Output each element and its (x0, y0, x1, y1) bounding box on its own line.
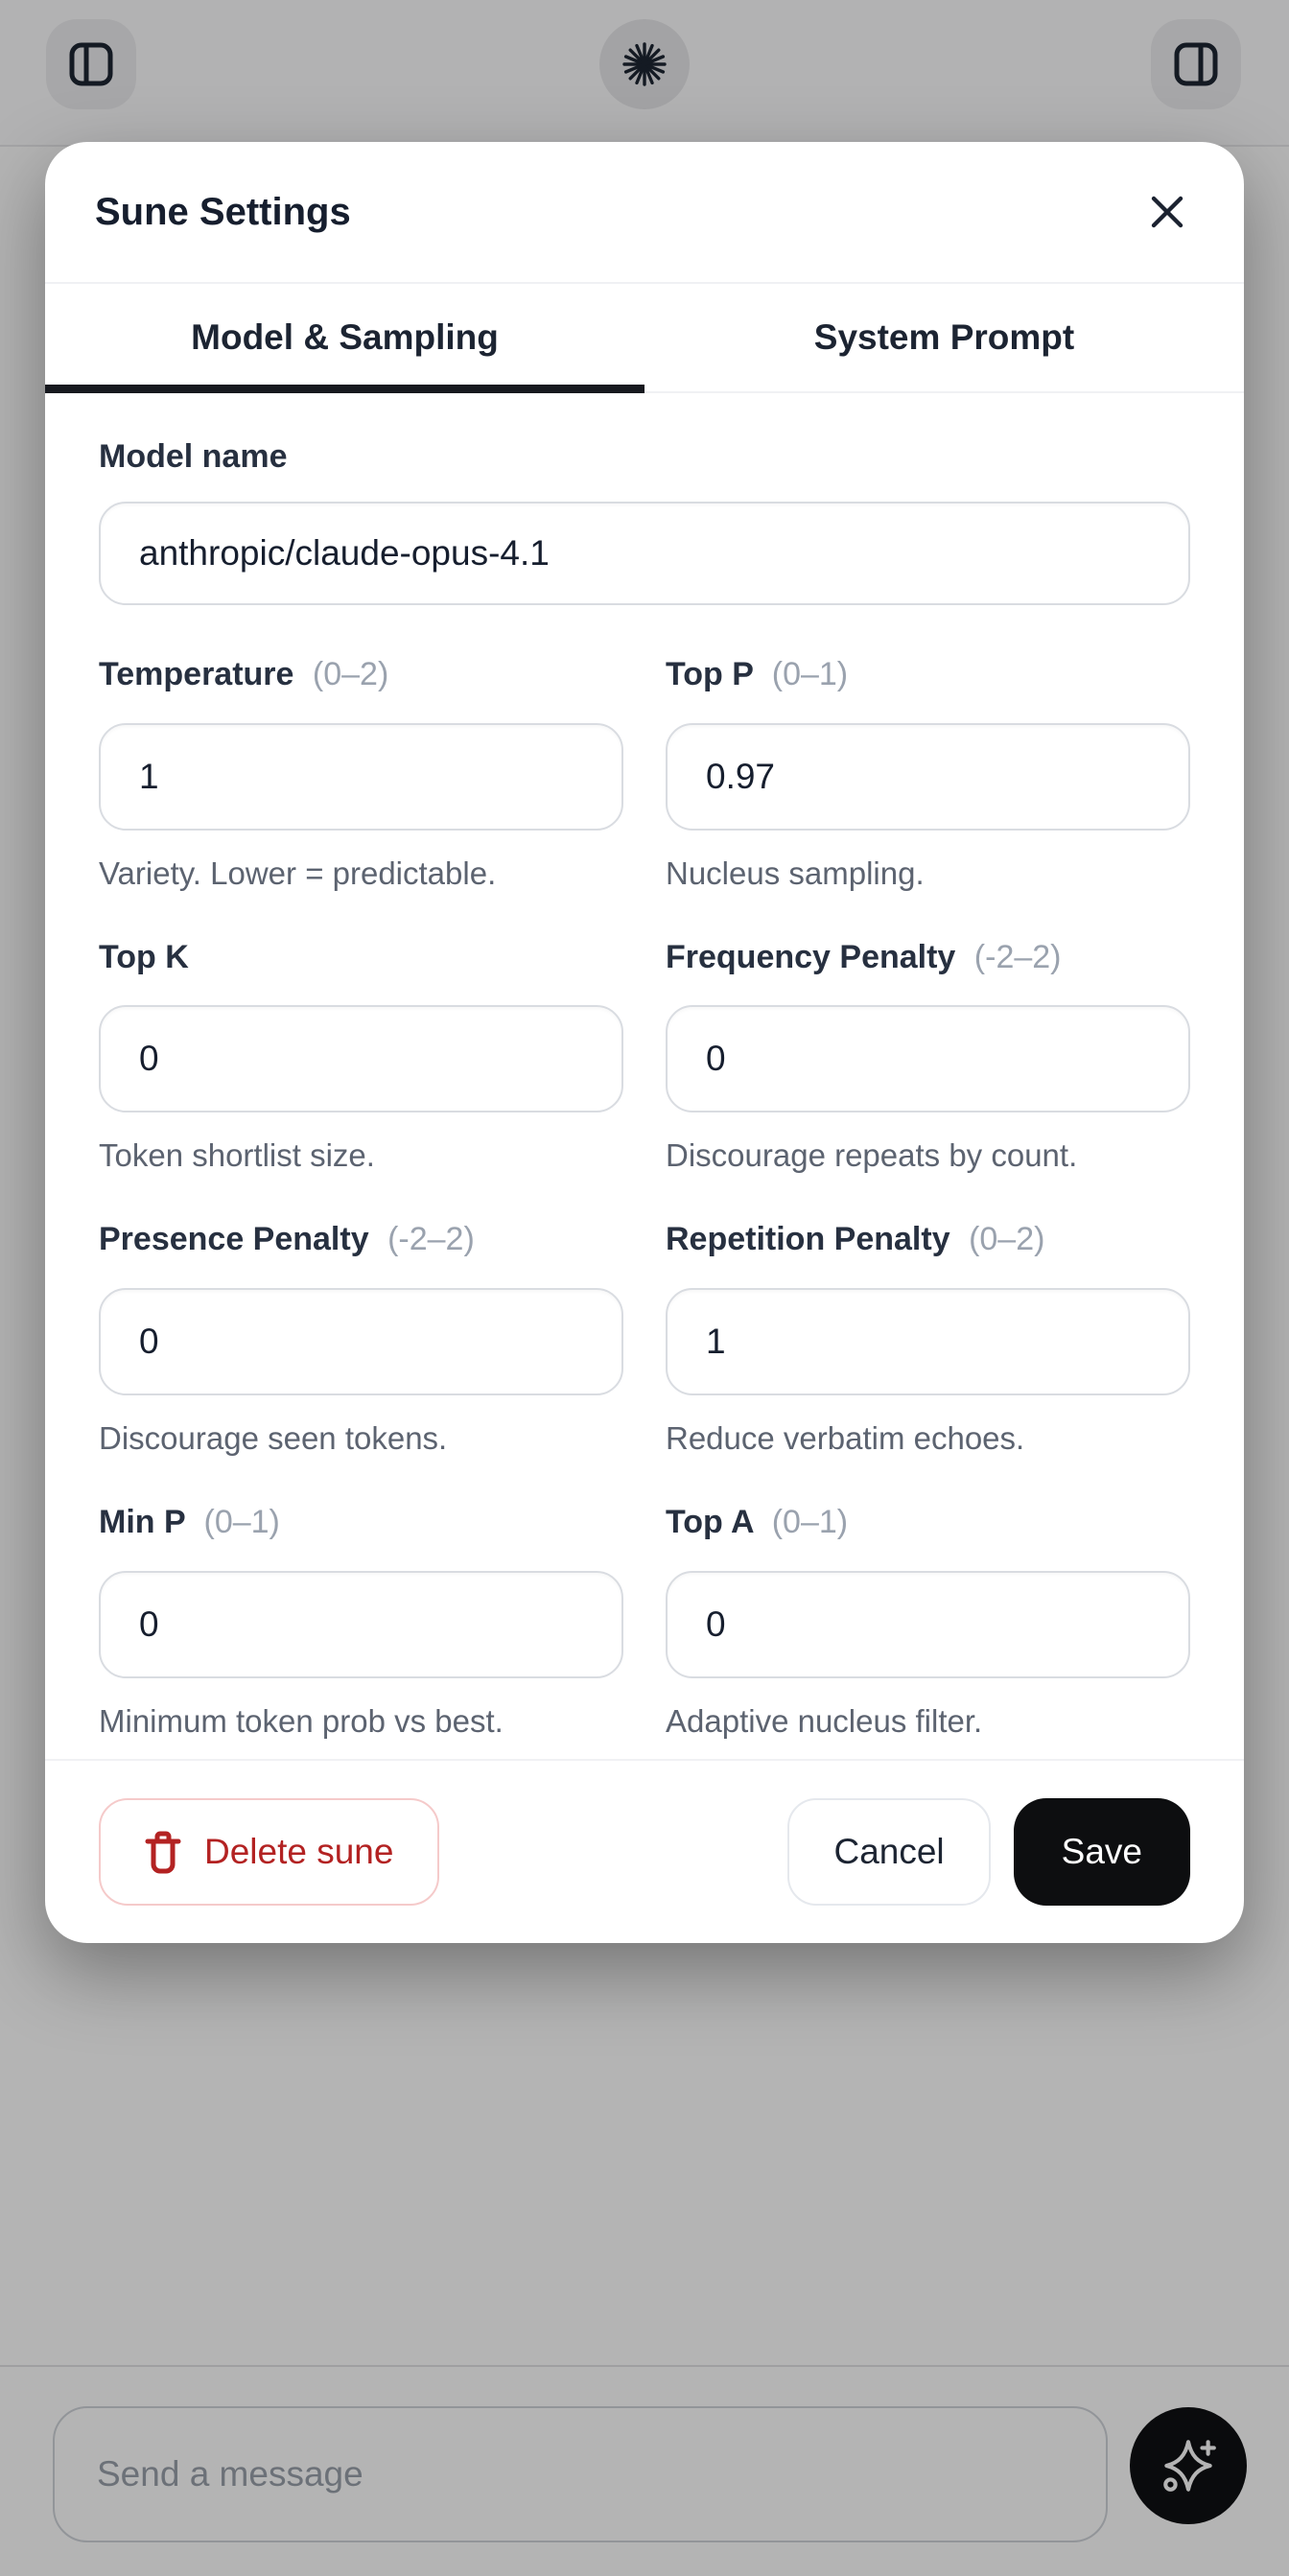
repetition-penalty-range: (0–2) (969, 1221, 1045, 1258)
sune-settings-modal: Sune Settings Model & Sampling System Pr… (45, 142, 1244, 1943)
tab-system-prompt[interactable]: System Prompt (644, 284, 1244, 391)
model-name-input[interactable] (99, 501, 1190, 605)
delete-sune-label: Delete sune (204, 1832, 394, 1871)
top-bar (0, 0, 1289, 147)
right-sidebar-toggle-button[interactable] (1151, 19, 1241, 109)
presence-penalty-range: (-2–2) (387, 1221, 475, 1258)
min-p-help: Minimum token prob vs best. (99, 1702, 504, 1739)
sampling-fields-grid: Temperature (0–2) Variety. Lower = predi… (99, 655, 1190, 1740)
modal-body: Model name Temperature (0–2) Variety. Lo… (45, 393, 1244, 1759)
model-name-label: Model name (99, 438, 288, 475)
top-a-input[interactable] (666, 1570, 1190, 1678)
sidebar-right-panel-icon (1174, 42, 1218, 86)
field-min-p: Min P (0–1) Minimum token prob vs best. (99, 1503, 623, 1740)
frequency-penalty-input[interactable] (666, 1005, 1190, 1113)
sparkle-icon (1163, 2440, 1216, 2492)
save-button[interactable]: Save (1013, 1798, 1190, 1906)
field-temperature: Temperature (0–2) Variety. Lower = predi… (99, 655, 623, 892)
repetition-penalty-label: Repetition Penalty (666, 1221, 950, 1258)
min-p-label: Min P (99, 1504, 186, 1540)
tab-model-sampling[interactable]: Model & Sampling (45, 284, 644, 391)
field-presence-penalty: Presence Penalty (-2–2) Discourage seen … (99, 1220, 623, 1457)
min-p-input[interactable] (99, 1570, 623, 1678)
app-home-button[interactable] (599, 19, 690, 109)
field-repetition-penalty: Repetition Penalty (0–2) Reduce verbatim… (666, 1220, 1190, 1457)
presence-penalty-input[interactable] (99, 1288, 623, 1396)
sidebar-left-panel-icon (69, 42, 113, 86)
top-p-input[interactable] (666, 722, 1190, 831)
frequency-penalty-help: Discourage repeats by count. (666, 1137, 1078, 1174)
settings-tabs: Model & Sampling System Prompt (45, 284, 1244, 393)
temperature-help: Variety. Lower = predictable. (99, 855, 497, 891)
top-a-help: Adaptive nucleus filter. (666, 1702, 983, 1739)
delete-sune-button[interactable]: Delete sune (99, 1798, 440, 1906)
top-p-label: Top P (666, 655, 754, 692)
active-tab-indicator (45, 385, 644, 393)
modal-header: Sune Settings (45, 142, 1244, 284)
repetition-penalty-help: Reduce verbatim echoes. (666, 1420, 1025, 1457)
top-k-label: Top K (99, 938, 189, 975)
message-composer-bar (0, 2365, 1289, 2576)
temperature-label: Temperature (99, 655, 294, 692)
footer-actions: Cancel Save (787, 1798, 1190, 1906)
close-button[interactable] (1140, 185, 1194, 239)
modal-footer: Delete sune Cancel Save (45, 1759, 1244, 1943)
repetition-penalty-input[interactable] (666, 1288, 1190, 1396)
field-frequency-penalty: Frequency Penalty (-2–2) Discourage repe… (666, 938, 1190, 1175)
close-x-icon (1151, 196, 1184, 228)
presence-penalty-help: Discourage seen tokens. (99, 1420, 448, 1457)
starburst-icon (622, 42, 667, 86)
top-p-range: (0–1) (771, 655, 849, 692)
modal-title: Sune Settings (95, 190, 351, 233)
min-p-range: (0–1) (203, 1504, 280, 1540)
left-sidebar-toggle-button[interactable] (46, 19, 136, 109)
temperature-input[interactable] (99, 722, 623, 831)
frequency-penalty-label: Frequency Penalty (666, 938, 956, 975)
top-a-range: (0–1) (771, 1504, 849, 1540)
send-message-button[interactable] (1130, 2407, 1247, 2524)
field-top-k: Top K Token shortlist size. (99, 938, 623, 1175)
top-a-label: Top A (666, 1504, 754, 1540)
field-top-p: Top P (0–1) Nucleus sampling. (666, 655, 1190, 892)
trash-icon (145, 1831, 181, 1874)
message-input[interactable] (53, 2406, 1108, 2542)
temperature-range: (0–2) (312, 655, 389, 692)
top-k-input[interactable] (99, 1005, 623, 1113)
top-k-help: Token shortlist size. (99, 1137, 375, 1174)
frequency-penalty-range: (-2–2) (973, 938, 1062, 975)
model-name-field: Model name (99, 437, 1190, 605)
presence-penalty-label: Presence Penalty (99, 1221, 369, 1258)
cancel-button[interactable]: Cancel (787, 1798, 991, 1906)
top-p-help: Nucleus sampling. (666, 855, 925, 891)
field-top-a: Top A (0–1) Adaptive nucleus filter. (666, 1503, 1190, 1740)
